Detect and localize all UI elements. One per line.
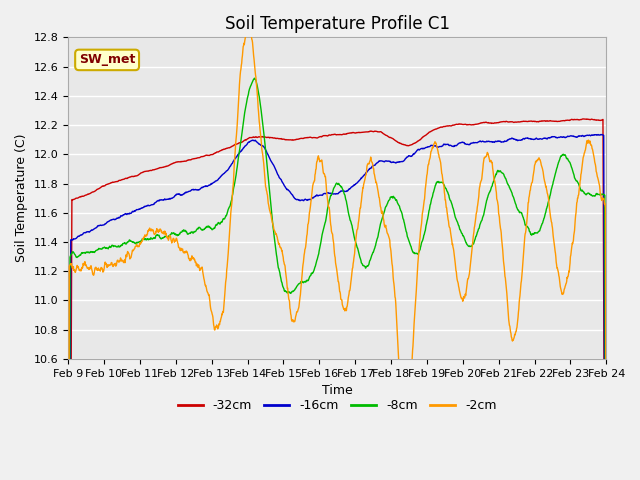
- Legend: -32cm, -16cm, -8cm, -2cm: -32cm, -16cm, -8cm, -2cm: [173, 394, 502, 417]
- Text: SW_met: SW_met: [79, 53, 135, 66]
- X-axis label: Time: Time: [322, 384, 353, 397]
- Y-axis label: Soil Temperature (C): Soil Temperature (C): [15, 134, 28, 263]
- Title: Soil Temperature Profile C1: Soil Temperature Profile C1: [225, 15, 450, 33]
